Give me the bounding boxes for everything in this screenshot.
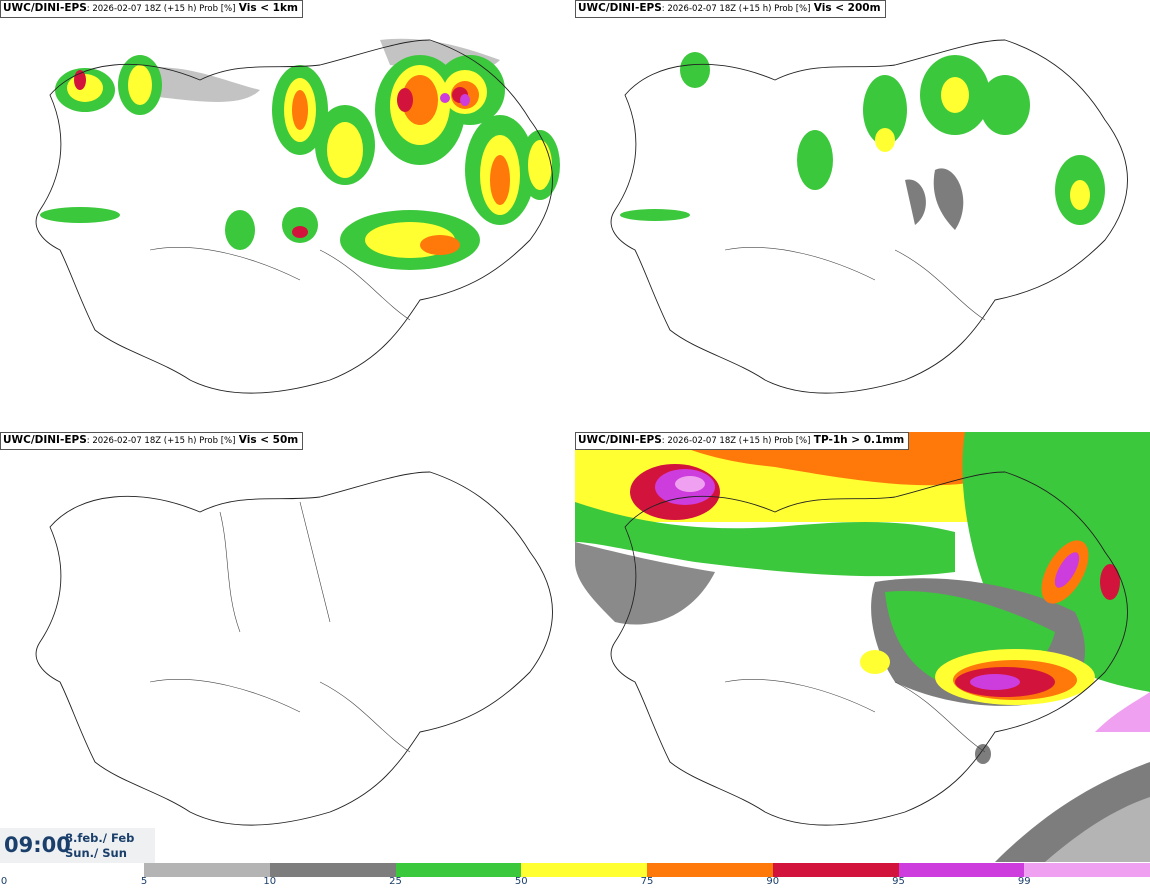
valid-time-box: 09:00 8.feb./ Feb Sun./ Sun [0, 828, 155, 863]
coastline [35, 39, 553, 394]
panel-title: UWC/DINI-EPS: 2026-02-07 18Z (+15 h) Pro… [0, 432, 304, 450]
map-tp-1h [575, 432, 1150, 862]
map-panel-vis-200m: UWC/DINI-EPS: 2026-02-07 18Z (+15 h) Pro… [575, 0, 1150, 430]
panel-title: UWC/DINI-EPS: 2026-02-07 18Z (+15 h) Pro… [575, 0, 886, 18]
colorbar-tick-label: 90 [766, 876, 780, 887]
model-name: UWC/DINI-EPS [3, 2, 87, 14]
valid-time: 09:00 [4, 833, 71, 857]
colorbar-segment [772, 863, 899, 877]
colorbar-segment [144, 863, 270, 877]
map-panel-vis-50m: UWC/DINI-EPS: 2026-02-07 18Z (+15 h) Pro… [0, 432, 575, 862]
colorbar-segment [898, 863, 1025, 877]
panel-title: UWC/DINI-EPS: 2026-02-07 18Z (+15 h) Pro… [0, 0, 303, 18]
coastline [610, 39, 1128, 394]
model-name: UWC/DINI-EPS [3, 434, 87, 446]
colorbar-segment [647, 863, 773, 877]
variable-label: TP-1h > 0.1mm [813, 434, 905, 446]
probability-colorbar [144, 863, 1150, 877]
coastline [610, 471, 1128, 826]
variable-label: Vis < 50m [238, 434, 299, 446]
run-info: : 2026-02-07 18Z (+15 h) Prob [%] [86, 4, 236, 14]
map-vis-50m [35, 471, 553, 826]
colorbar-tick-label: 99 [1017, 876, 1031, 887]
valid-date-line2: Sun./ Sun [65, 846, 127, 860]
colorbar-tick-label: 10 [263, 876, 277, 887]
valid-date-line1: 8.feb./ Feb [65, 831, 135, 845]
colorbar-ticks: 0 5 10 25 50 75 90 95 99 [0, 876, 1150, 891]
colorbar-segment [269, 863, 396, 877]
map-vis-1km [35, 38, 560, 394]
colorbar-segment [1024, 863, 1150, 877]
variable-label: Vis < 1km [238, 2, 298, 14]
colorbar-tick-label: 50 [514, 876, 528, 887]
colorbar-segment [521, 863, 647, 877]
coastline [35, 471, 553, 826]
colorbar-tick-label: 5 [140, 876, 148, 887]
prob-shading [575, 432, 1150, 862]
prob-shading [620, 52, 1105, 230]
colorbar-tick-label: 0 [0, 876, 8, 887]
model-name: UWC/DINI-EPS [578, 2, 662, 14]
run-info: : 2026-02-07 18Z (+15 h) Prob [%] [86, 436, 236, 446]
colorbar-tick-label: 25 [389, 876, 402, 887]
colorbar-tick-label: 75 [640, 876, 654, 887]
prob-shading [40, 38, 560, 270]
model-name: UWC/DINI-EPS [578, 434, 662, 446]
colorbar-tick-label: 95 [892, 876, 905, 887]
run-info: : 2026-02-07 18Z (+15 h) Prob [%] [661, 436, 811, 446]
map-vis-200m [610, 39, 1128, 394]
variable-label: Vis < 200m [813, 2, 881, 14]
valid-date: 8.feb./ Feb Sun./ Sun [65, 831, 134, 861]
run-info: : 2026-02-07 18Z (+15 h) Prob [%] [661, 4, 811, 14]
colorbar-segment [395, 863, 522, 877]
panel-title: UWC/DINI-EPS: 2026-02-07 18Z (+15 h) Pro… [575, 432, 910, 450]
map-panel-tp-1h: UWC/DINI-EPS: 2026-02-07 18Z (+15 h) Pro… [575, 432, 1150, 862]
map-panel-vis-1km: UWC/DINI-EPS: 2026-02-07 18Z (+15 h) Pro… [0, 0, 575, 430]
